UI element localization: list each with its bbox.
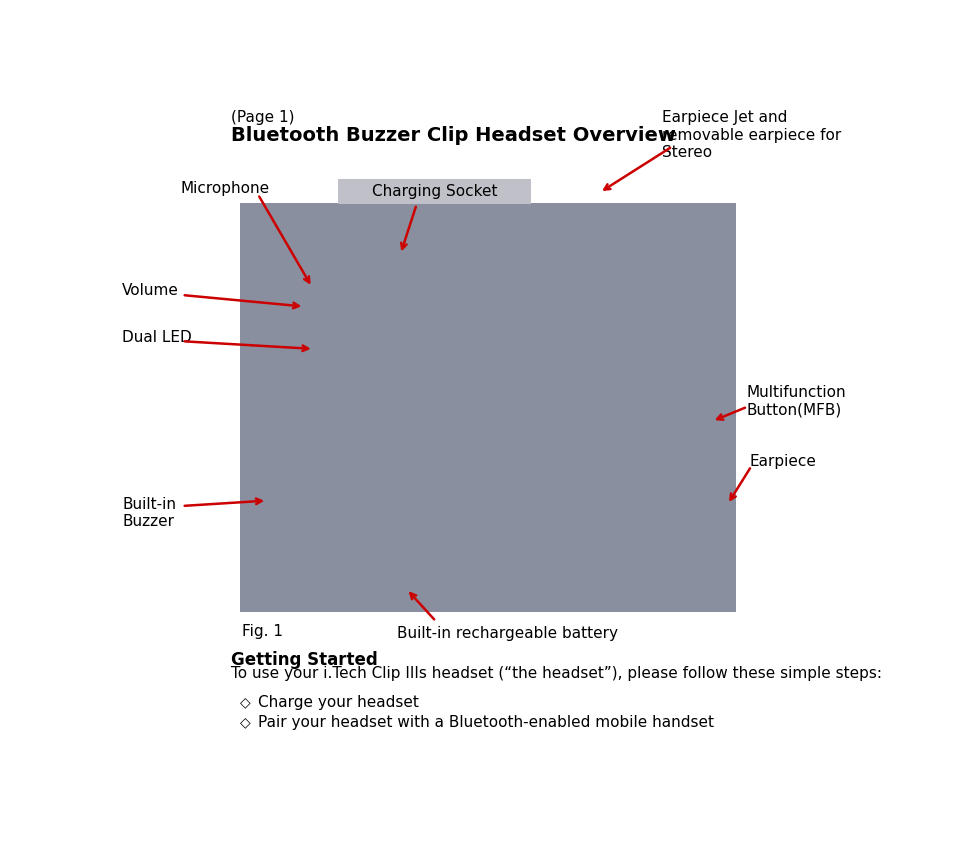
Text: Dual LED: Dual LED <box>122 329 192 345</box>
Text: Charging Socket: Charging Socket <box>372 184 498 199</box>
Text: Volume: Volume <box>122 283 179 297</box>
Text: Microphone: Microphone <box>180 181 269 196</box>
Text: Built-in
Buzzer: Built-in Buzzer <box>122 497 176 529</box>
Text: Earpiece: Earpiece <box>749 454 816 469</box>
Bar <box>240 203 736 612</box>
Text: Built-in rechargeable battery: Built-in rechargeable battery <box>397 626 619 641</box>
Text: Pair your headset with a Bluetooth-enabled mobile handset: Pair your headset with a Bluetooth-enabl… <box>258 715 713 730</box>
Text: ◇: ◇ <box>240 695 250 709</box>
Text: (Page 1): (Page 1) <box>231 110 294 125</box>
Text: Multifunction
Button(MFB): Multifunction Button(MFB) <box>746 385 846 418</box>
Text: Charge your headset: Charge your headset <box>258 695 419 710</box>
Text: Bluetooth Buzzer Clip Headset Overview: Bluetooth Buzzer Clip Headset Overview <box>231 126 675 145</box>
Text: ◇: ◇ <box>240 715 250 729</box>
Text: Earpiece Jet and
removable earpiece for
Stereo: Earpiece Jet and removable earpiece for … <box>663 110 842 160</box>
Text: Getting Started: Getting Started <box>231 651 378 668</box>
Text: Fig. 1: Fig. 1 <box>243 623 283 639</box>
Bar <box>339 179 530 204</box>
Text: To use your i.Tech Clip IIIs headset (“the headset”), please follow these simple: To use your i.Tech Clip IIIs headset (“t… <box>231 666 881 681</box>
